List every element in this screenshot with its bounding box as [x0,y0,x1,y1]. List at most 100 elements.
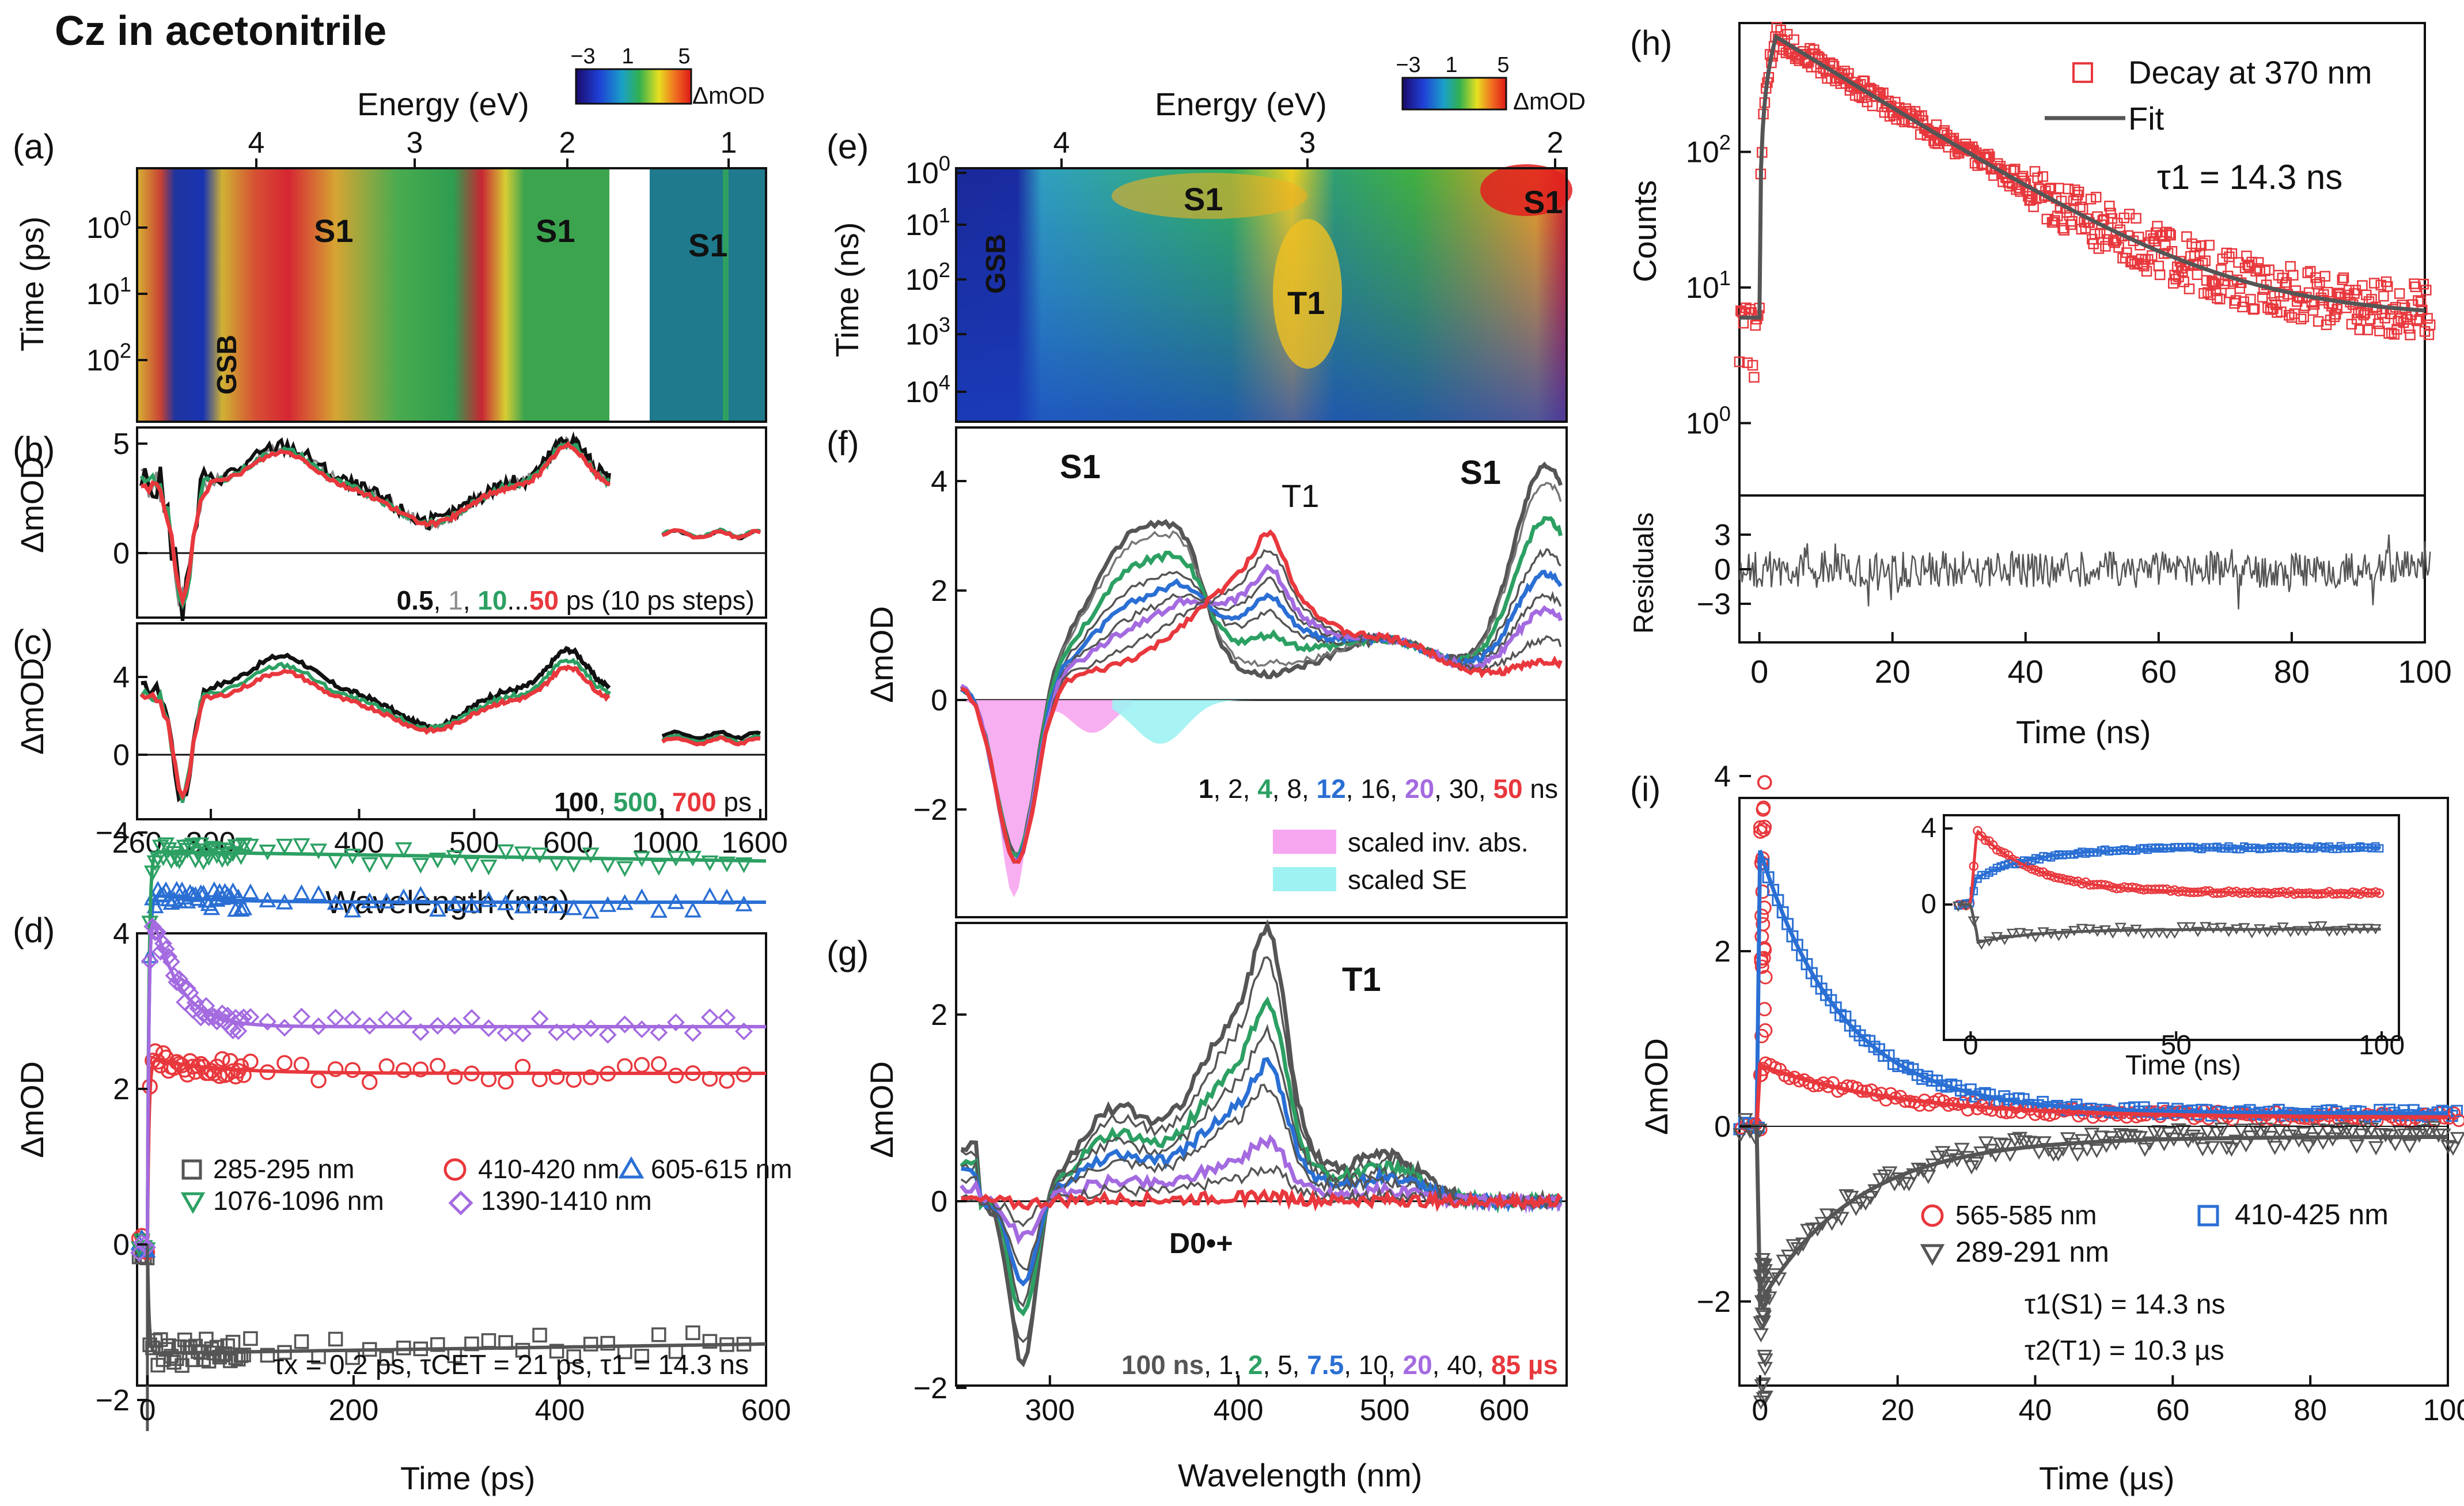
decay-marker [2059,225,2070,236]
panel-a-top-tick-label: 2 [559,126,576,160]
decay-marker [2394,288,2405,299]
kinetic-fit-4 [137,920,766,1246]
panel-f-curve-7 [961,549,1562,862]
kinetic-marker [515,1342,530,1358]
panel-f-plot [956,461,1567,898]
panel-i-y-ticks: −2 0 2 4 [1697,760,1751,1319]
kinetic-marker [160,842,177,858]
panel-b-curve-3 [141,441,611,608]
kinetic-marker [634,1349,650,1364]
panel-e-colorbar-tick: 5 [1497,53,1509,77]
legend-i-marker-2 [1920,1244,1945,1266]
kinetic-i-red [1757,775,1772,790]
kinetic-i-grey [1833,1212,1849,1227]
panel-c-legend-2: 500 [613,787,658,817]
inset-grey [2292,926,2304,937]
kinetic-marker [411,1023,430,1041]
kinetic-marker [344,1062,361,1079]
decay-marker [2285,261,2296,272]
panel-e-top-tick-label: 3 [1299,126,1316,160]
panel-h-res-y-ticks: −303 [1697,519,1751,621]
panel-g-curve-2 [960,996,1563,1317]
kinetic-i-grey [1858,1196,1874,1211]
panel-c-frame [136,622,767,820]
kinetic-i-grey [1848,1202,1864,1216]
panel-a-y-ticks: 100 101 102 [86,206,147,377]
panel-g-ylabel: ΔmOD [863,1061,900,1158]
panel-f-legend-4: 12 [1317,774,1346,804]
panel-i-y-tick-label: 4 [1714,760,1731,793]
kinetic-marker [192,1056,209,1072]
decay-marker [2391,324,2402,335]
panel-c-nir-0 [661,729,761,741]
decay-marker [2204,240,2215,251]
panel-f-curve-1 [961,482,1562,857]
kinetic-marker [735,1022,753,1040]
kinetic-marker [378,1058,395,1074]
kinetic-i-grey [1753,1328,1769,1343]
panel-a-heatmap-line [723,168,729,422]
decay-marker [2008,165,2019,176]
kinetic-marker [565,899,583,915]
decay-marker [2287,270,2299,281]
kinetic-i-grey [2339,1122,2355,1137]
kinetic-marker [396,1062,412,1079]
kinetic-marker [241,838,259,855]
decay-marker [2057,222,2068,234]
panel-d-label: (d) [13,911,55,949]
decay-marker [1982,149,1994,160]
decay-marker [2322,286,2333,298]
kinetic-marker [229,1022,248,1040]
kinetic-marker [176,993,194,1012]
inset-grey [2192,926,2204,937]
panel-f-t1: T1 [1282,478,1319,514]
decay-marker [2165,229,2176,241]
kinetic-i-grey [1761,1291,1777,1306]
kinetic-marker [242,1053,259,1070]
kinetic-fit-3 [137,850,767,1246]
panel-a-colorbar-tick: −3 [570,44,595,69]
panel-f-legend-1: , 2, [1213,774,1257,804]
decay-marker [2153,260,2164,271]
panel-f-y-ticks: −2 0 2 4 [913,465,966,827]
panel-d-y-tick-label: 0 [113,1228,130,1262]
kinetic-marker [445,1016,464,1035]
kinetic-i-grey [2402,1139,2418,1153]
panel-g-label: (g) [827,934,869,973]
kinetic-i-grey [2122,1129,2139,1143]
inset-fit-1 [1958,829,2381,906]
decay-marker [2338,272,2349,283]
kinetic-i-grey [2141,1136,2158,1151]
kinetic-marker [395,1009,413,1028]
panel-f-y-tick-label: 2 [931,574,947,608]
inset-grey [2200,922,2212,933]
kinetic-marker [236,1348,251,1363]
kinetic-i-red [1753,824,1768,839]
panel-d-y-tick-label: 2 [113,1073,130,1106]
panel-g-x-tick-label: 600 [1479,1394,1529,1427]
inset-grey [2315,921,2327,932]
panel-c-x-tick-label: 600 [543,826,593,860]
panel-c-y-ticks: −4 0 4 [96,661,147,850]
kinetic-marker [463,857,480,873]
kinetic-marker [700,1008,719,1027]
panel-g-legend: 100 ns, 1, 2, 5, 7.5, 10, 20, 40, 85 µs [1121,1350,1558,1380]
inset-grey [2223,926,2235,937]
decay-marker [2072,190,2083,200]
decay-marker [2307,305,2319,316]
panel-i-frame [1738,797,2449,1387]
kinetic-i-grey [2035,1136,2052,1151]
panel-b-legend: 0.5, 1, 10...50 ps (10 ps steps) [397,585,755,615]
kinetic-i-grey [2247,1123,2264,1138]
inset-grey [2014,928,2026,939]
legend-i-marker-1 [2197,1205,2219,1227]
panel-b-legend-4: 10 [477,585,507,615]
panel-g-legend-6: 20 [1402,1350,1432,1380]
panel-e-colorbar-tick: 1 [1445,53,1457,77]
kinetic-i-red [2038,1107,2052,1121]
legend-d-text-3: 1076-1096 nm [213,1186,384,1216]
kinetic-marker [651,1056,667,1072]
decay-marker [2184,283,2195,294]
kinetic-i-grey [1954,1142,1970,1157]
panel-a-colorbar-tick: 5 [678,44,690,69]
